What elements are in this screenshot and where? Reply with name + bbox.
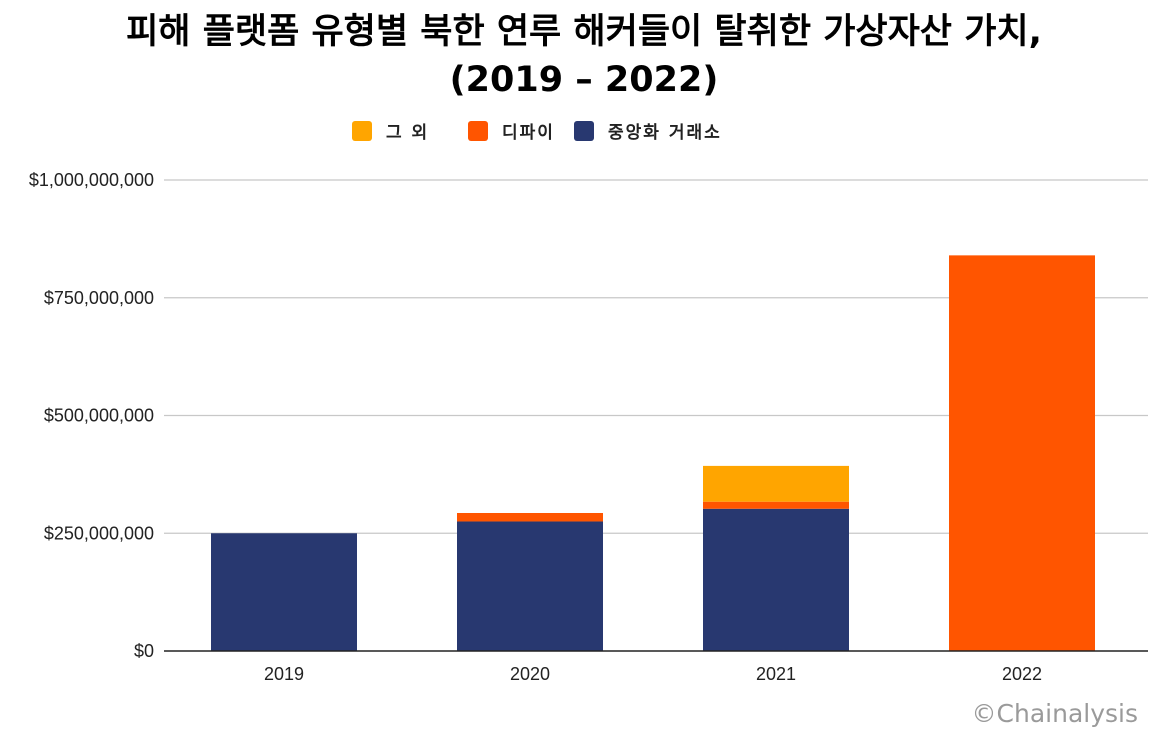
bar-2020-cex xyxy=(457,521,603,651)
x-tick-label: 2019 xyxy=(264,664,304,684)
legend-item-defi: 디파이 xyxy=(468,118,555,143)
legend-item-cex: 중앙화 거래소 xyxy=(574,118,722,143)
legend-label-cex: 중앙화 거래소 xyxy=(608,123,722,143)
bar-2019-cex xyxy=(211,533,357,651)
y-tick-label: $0 xyxy=(134,641,154,661)
legend-item-other: 그 외 xyxy=(352,118,429,143)
legend-label-defi: 디파이 xyxy=(502,123,555,143)
chainalysis-watermark: ©Chainalysis xyxy=(971,699,1138,728)
bar-2022-defi xyxy=(949,255,1095,652)
bar-2021-cex xyxy=(703,508,849,651)
legend-swatch-other xyxy=(352,120,372,141)
legend-label-other: 그 외 xyxy=(386,123,430,143)
chart-title-line1: 피해 플랫폼 유형별 북한 연루 해커들이 탈취한 가상자산 가치, xyxy=(126,12,1042,52)
x-tick-label: 2021 xyxy=(756,664,796,684)
y-tick-label: $1,000,000,000 xyxy=(29,170,154,190)
bar-2021-defi xyxy=(703,501,849,509)
x-tick-label: 2020 xyxy=(510,664,550,684)
y-tick-label: $750,000,000 xyxy=(44,288,154,308)
y-tick-label: $250,000,000 xyxy=(44,523,154,543)
y-tick-label: $500,000,000 xyxy=(44,406,154,426)
x-tick-label: 2022 xyxy=(1002,664,1042,684)
bar-2020-defi xyxy=(457,512,603,522)
legend: 그 외 디파이 중앙화 거래소 xyxy=(0,118,1168,144)
chart-title: 피해 플랫폼 유형별 북한 연루 해커들이 탈취한 가상자산 가치, (2019… xyxy=(0,8,1168,104)
bar-2021-other xyxy=(703,465,849,502)
legend-swatch-defi xyxy=(468,120,488,141)
legend-swatch-cex xyxy=(574,120,594,141)
chart-title-line2: (2019 – 2022) xyxy=(449,60,719,100)
